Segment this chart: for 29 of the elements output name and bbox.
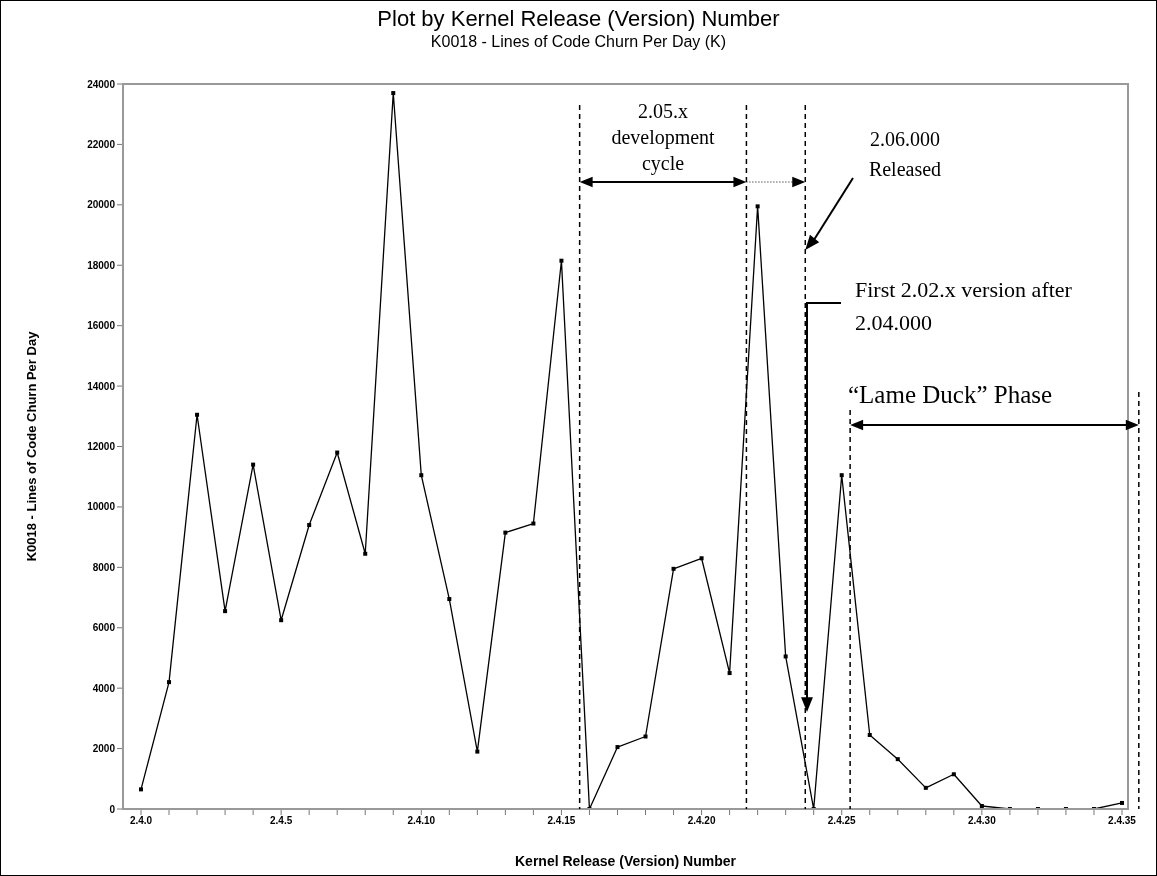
x-tick-label: 2.4.0 <box>129 815 153 827</box>
x-tick-label: 2.4.5 <box>270 815 293 827</box>
annotation: 2.05.x development cycle <box>603 98 724 176</box>
y-tick-label: 10000 <box>87 501 116 513</box>
x-tick-label: 2.4.20 <box>687 815 716 827</box>
annotation: 2.06.000 Released <box>867 127 943 182</box>
x-tick-label: 2.4.30 <box>967 815 997 827</box>
chart-subtitle: K0018 - Lines of Code Churn Per Day (K) <box>429 33 728 51</box>
x-tick-label: 2.4.35 <box>1108 815 1137 827</box>
y-tick-label: 12000 <box>87 441 116 453</box>
y-axis-title: K0018 - Lines of Code Churn Per Day <box>23 330 39 562</box>
y-tick-label: 14000 <box>87 380 116 392</box>
x-tick-label: 2.4.10 <box>407 815 436 827</box>
y-tick-label: 6000 <box>92 622 116 634</box>
y-tick-label: 20000 <box>87 199 116 211</box>
y-tick-label: 8000 <box>92 561 116 573</box>
y-tick-label: 16000 <box>87 320 116 332</box>
y-tick-label: 2000 <box>92 743 116 755</box>
y-tick-label: 4000 <box>92 682 116 694</box>
x-axis-title: Kernel Release (Version) Number <box>515 853 737 869</box>
y-tick-label: 24000 <box>87 78 116 90</box>
y-tick-label: 18000 <box>87 259 116 271</box>
x-tick-label: 2.4.15 <box>547 815 576 827</box>
y-tick-label: 0 <box>109 803 116 815</box>
annotation: “Lame Duck” Phase <box>848 380 1054 410</box>
chart-title: Plot by Kernel Release (Version) Number <box>376 6 781 32</box>
x-tick-label: 2.4.25 <box>827 815 857 827</box>
annotation: First 2.02.x version after 2.04.000 <box>855 276 1073 337</box>
y-tick-label: 22000 <box>87 138 116 150</box>
